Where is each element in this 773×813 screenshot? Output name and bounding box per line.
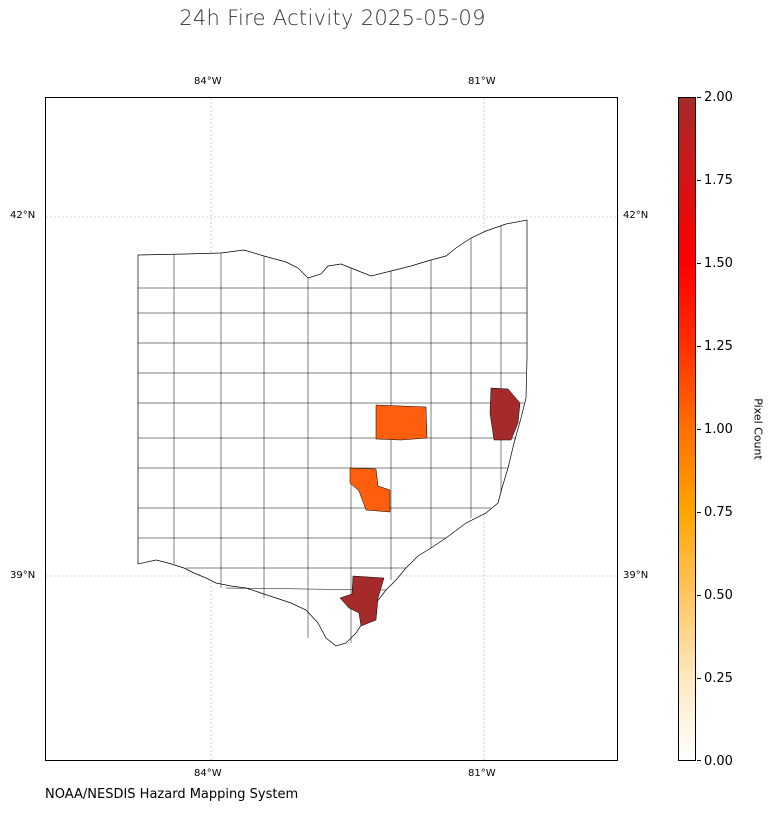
colorbar-tick — [697, 263, 701, 264]
colorbar-label-0.50: 0.50 — [704, 588, 733, 603]
colorbar-label-1.25: 1.25 — [704, 339, 733, 354]
fire-county-1 — [375, 404, 428, 441]
colorbar-label-0.25: 0.25 — [704, 671, 733, 686]
county-boundaries — [138, 226, 527, 643]
lat-tick-right-42: 42°N — [623, 210, 649, 221]
lat-tick-right-39: 39°N — [623, 570, 649, 581]
fire-county-3 — [349, 467, 391, 513]
ohio-county-map[interactable] — [46, 98, 617, 760]
map-title: 24h Fire Activity 2025-05-09 — [179, 6, 486, 30]
colorbar-tick — [697, 678, 701, 679]
ohio-state-outline — [137, 219, 528, 647]
lon-tick-top-81: 81°W — [468, 76, 496, 87]
colorbar-label-1.00: 1.00 — [704, 422, 733, 437]
colorbar-label-0.75: 0.75 — [704, 505, 733, 520]
colorbar-label-0.00: 0.00 — [704, 754, 733, 769]
colorbar-tick — [697, 595, 701, 596]
data-source-credit: NOAA/NESDIS Hazard Mapping System — [45, 787, 299, 802]
colorbar-tick — [697, 346, 701, 347]
colorbar-label-1.50: 1.50 — [704, 256, 733, 271]
colorbar-label-2.00: 2.00 — [704, 90, 733, 105]
lon-tick-bottom-81: 81°W — [468, 768, 496, 779]
lon-tick-top-84: 84°W — [194, 76, 222, 87]
colorbar-tick — [697, 180, 701, 181]
colorbar-label-1.75: 1.75 — [704, 173, 733, 188]
colorbar-tick — [697, 760, 701, 761]
colorbar-gradient — [678, 97, 696, 761]
colorbar-tick — [697, 512, 701, 513]
colorbar-tick — [697, 97, 701, 98]
fire-county-2 — [489, 387, 521, 441]
colorbar-tick — [697, 429, 701, 430]
lat-tick-left-39: 39°N — [10, 570, 36, 581]
colorbar-title: Pixel Count — [751, 398, 765, 460]
lat-tick-left-42: 42°N — [10, 210, 36, 221]
map-panel[interactable] — [45, 97, 618, 761]
lon-tick-bottom-84: 84°W — [194, 768, 222, 779]
fire-county-4 — [339, 575, 385, 627]
